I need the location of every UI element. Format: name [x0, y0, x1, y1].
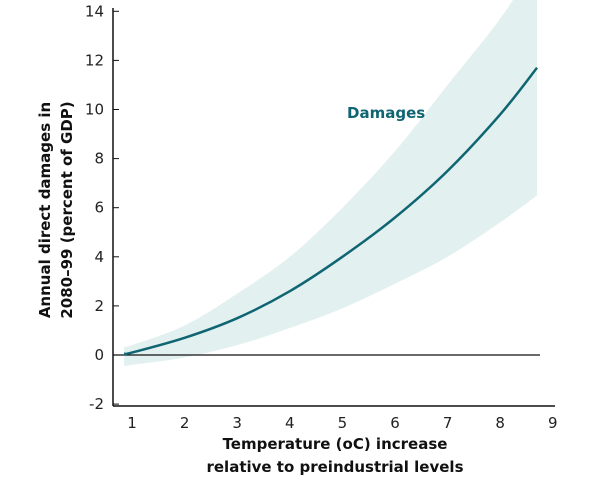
y-tick-label: 0: [94, 346, 104, 364]
x-tick-label: 5: [338, 414, 348, 432]
y-tick-label: -2: [89, 395, 104, 413]
x-tick-label: 2: [180, 414, 190, 432]
y-tick-label: 2: [94, 297, 104, 315]
x-tick-label: 7: [443, 414, 453, 432]
y-tick-label: 8: [94, 150, 104, 168]
y-tick-label: 14: [85, 2, 104, 20]
x-tick-label: 8: [495, 414, 505, 432]
x-tick-label: 9: [548, 414, 558, 432]
x-tick-label: 3: [232, 414, 242, 432]
x-axis-label-line1: Temperature (oC) increase: [223, 435, 448, 453]
damages-line: [123, 66, 539, 356]
x-tick-label: 1: [127, 414, 137, 432]
x-axis-label-line2: relative to preindustrial levels: [206, 458, 463, 476]
x-tick-label: 4: [285, 414, 295, 432]
series-label-damages: Damages: [347, 104, 425, 122]
x-tick-label: 6: [390, 414, 400, 432]
y-tick-label: 6: [94, 199, 104, 217]
y-tick-label: 12: [85, 51, 104, 69]
y-tick-label: 10: [85, 101, 104, 119]
y-axis-label-line2: 2080–99 (percent of GDP): [58, 101, 76, 318]
y-tick-label: 4: [94, 248, 104, 266]
confidence-band: [124, 0, 538, 367]
y-axis-label-line1: Annual direct damages in: [36, 102, 54, 318]
